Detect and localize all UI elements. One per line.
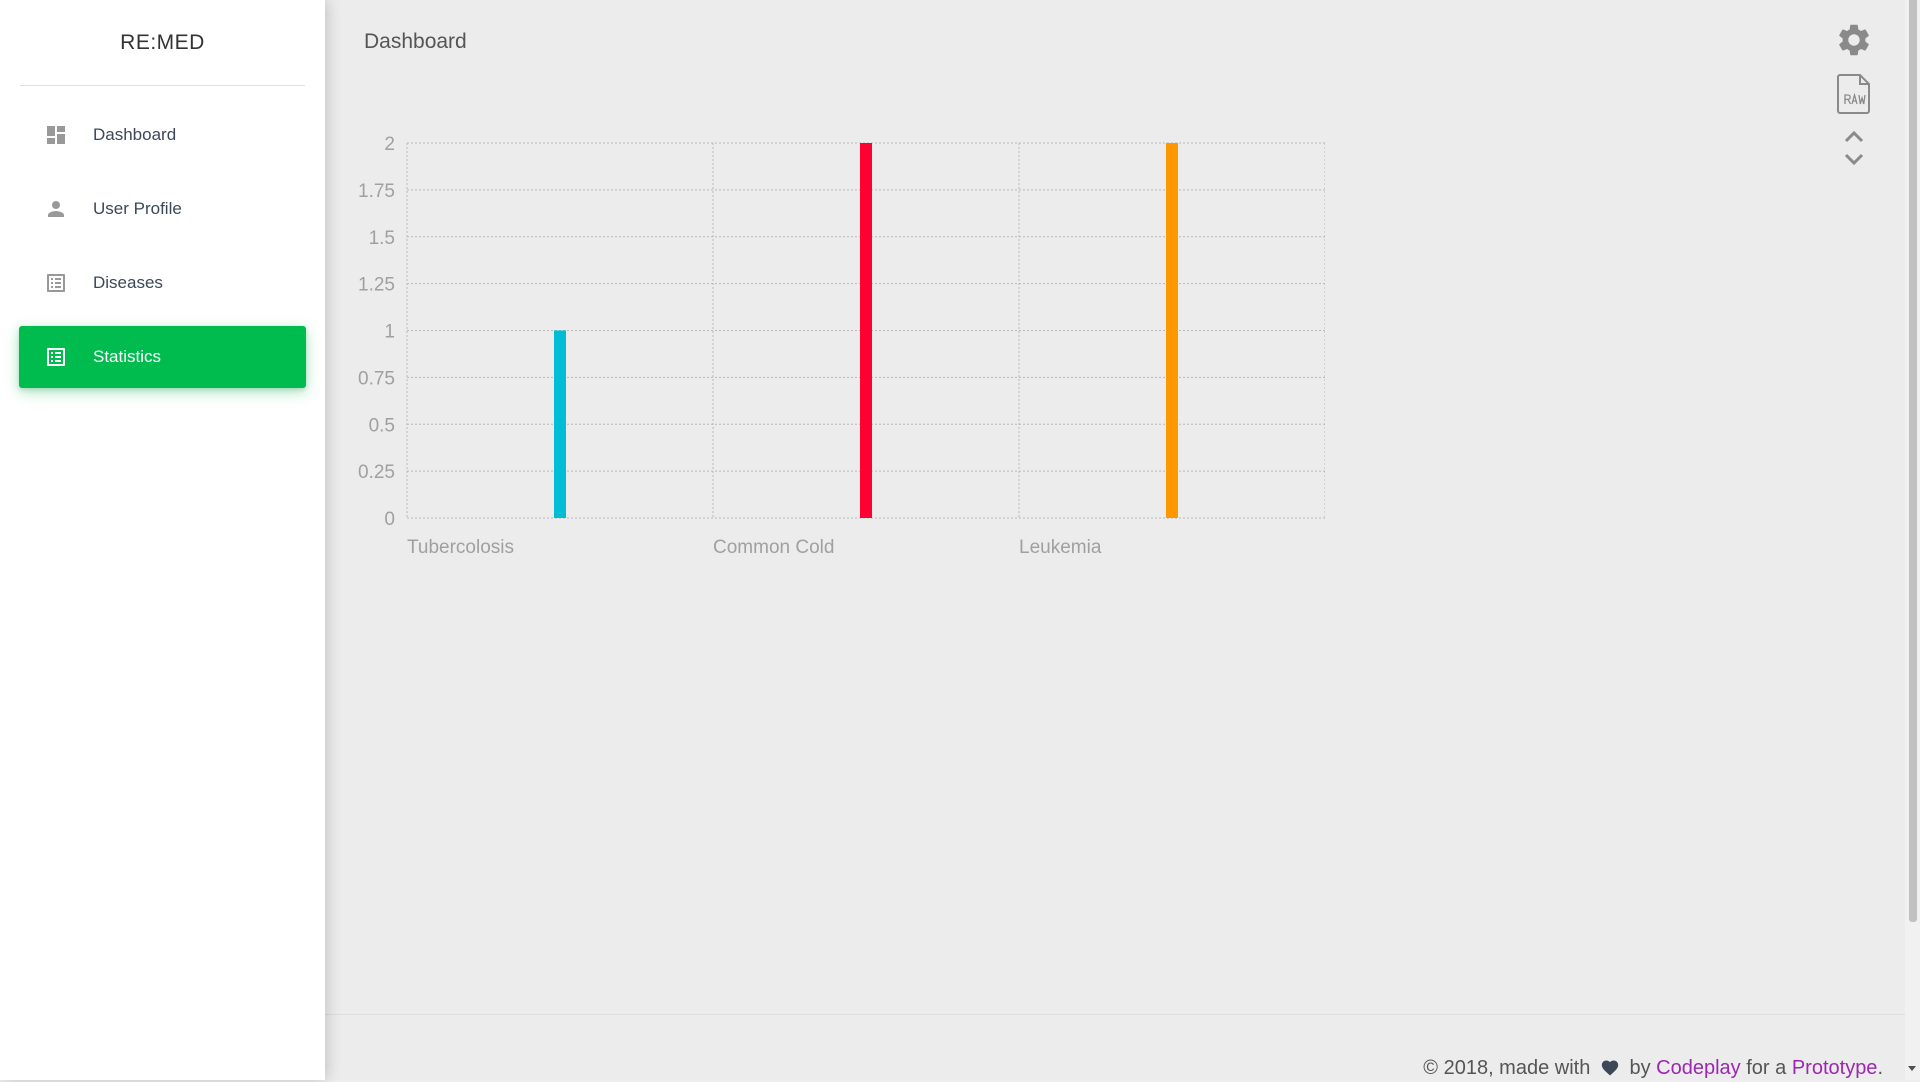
settings-button[interactable]: [1830, 18, 1878, 66]
x-category-label: Leukemia: [1019, 537, 1102, 558]
brand-logo[interactable]: RE:MED: [20, 0, 305, 86]
sidebar-nav: Dashboard User Profile Diseases Statisti…: [0, 104, 325, 388]
y-tick-label: 1.25: [358, 275, 395, 296]
expand-collapse-button[interactable]: [1830, 126, 1878, 174]
footer-prefix: © 2018, made with: [1423, 1057, 1591, 1079]
raw-file-icon: [1836, 73, 1872, 120]
chart-bar: [860, 143, 872, 518]
chart-bar: [554, 330, 566, 518]
chart-svg: 0 0.25 0.5 0.75 1 1.25 1.5 1.75 2 Tubercolosis Com…: [358, 134, 1325, 558]
y-tick-label: 1.75: [358, 181, 395, 202]
scroll-down-arrow-icon[interactable]: [1908, 1066, 1916, 1071]
y-tick-label: 2: [384, 134, 395, 155]
sidebar-item-label: User Profile: [93, 199, 182, 218]
footer-suffix: .: [1877, 1057, 1883, 1079]
dashboard-icon: [43, 122, 69, 148]
y-tick-label: 0.5: [369, 415, 395, 436]
sidebar: RE:MED Dashboard User Profile Diseases S…: [0, 0, 325, 1080]
gear-icon: [1835, 21, 1873, 64]
person-icon: [43, 196, 69, 222]
sidebar-item-label: Diseases: [93, 273, 163, 292]
list-icon: [43, 270, 69, 296]
expand-collapse-icon: [1841, 126, 1867, 175]
y-tick-label: 0.75: [358, 368, 395, 389]
main-panel: Dashboard 0 0.25 0.5 0.75 1 1.25 1.5 1.75 2 Tuber…: [325, 0, 1905, 1080]
footer-by: by: [1629, 1057, 1651, 1079]
footer: © 2018, made with by Codeplay for a Prot…: [325, 1014, 1905, 1080]
y-tick-label: 1.5: [369, 228, 395, 249]
scrollbar-thumb[interactable]: [1909, 0, 1917, 922]
chart-bar: [1166, 143, 1178, 518]
footer-credits: © 2018, made with by Codeplay for a Prot…: [1423, 1057, 1883, 1082]
page-scrollbar[interactable]: [1905, 0, 1920, 1080]
heart-icon: [1600, 1058, 1620, 1082]
sidebar-item-dashboard[interactable]: Dashboard: [19, 104, 306, 166]
right-toolbar: [1830, 18, 1890, 180]
sidebar-item-statistics[interactable]: Statistics: [19, 326, 306, 388]
x-category-label: Tubercolosis: [407, 537, 514, 558]
list-icon: [43, 344, 69, 370]
prototype-link[interactable]: Prototype: [1791, 1057, 1878, 1079]
sidebar-item-label: Statistics: [93, 347, 162, 366]
raw-data-button[interactable]: [1830, 72, 1878, 120]
page-title[interactable]: Dashboard: [364, 30, 467, 53]
sidebar-item-user-profile[interactable]: User Profile: [19, 178, 306, 240]
x-category-label: Common Cold: [713, 537, 834, 558]
sidebar-item-diseases[interactable]: Diseases: [19, 252, 306, 314]
codeplay-link[interactable]: Codeplay: [1656, 1057, 1741, 1079]
sidebar-item-label: Dashboard: [93, 125, 177, 144]
y-tick-label: 0.25: [358, 462, 395, 483]
footer-for: for a: [1746, 1057, 1787, 1079]
y-tick-label: 1: [384, 322, 395, 343]
disease-statistics-chart: 0 0.25 0.5 0.75 1 1.25 1.5 1.75 2 Tubercolosis Com…: [325, 0, 1325, 600]
y-tick-label: 0: [384, 509, 395, 530]
